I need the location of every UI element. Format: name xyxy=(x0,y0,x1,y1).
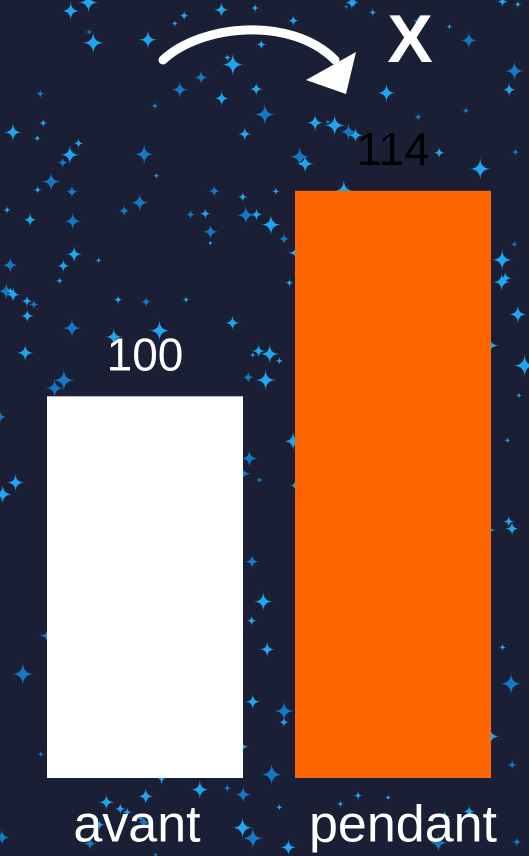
value-label: 114 xyxy=(356,123,429,175)
x-tick-label: pendant xyxy=(309,796,498,854)
page: {"chart_data": {"type": "bar", "annotati… xyxy=(0,0,529,856)
bar xyxy=(47,396,243,778)
annotation: X xyxy=(387,1,432,77)
value-label: 100 xyxy=(107,328,184,380)
x-tick-label: avant xyxy=(73,796,201,854)
bar xyxy=(295,191,491,778)
chart: X 100 avant 114 pendant xyxy=(0,0,529,856)
